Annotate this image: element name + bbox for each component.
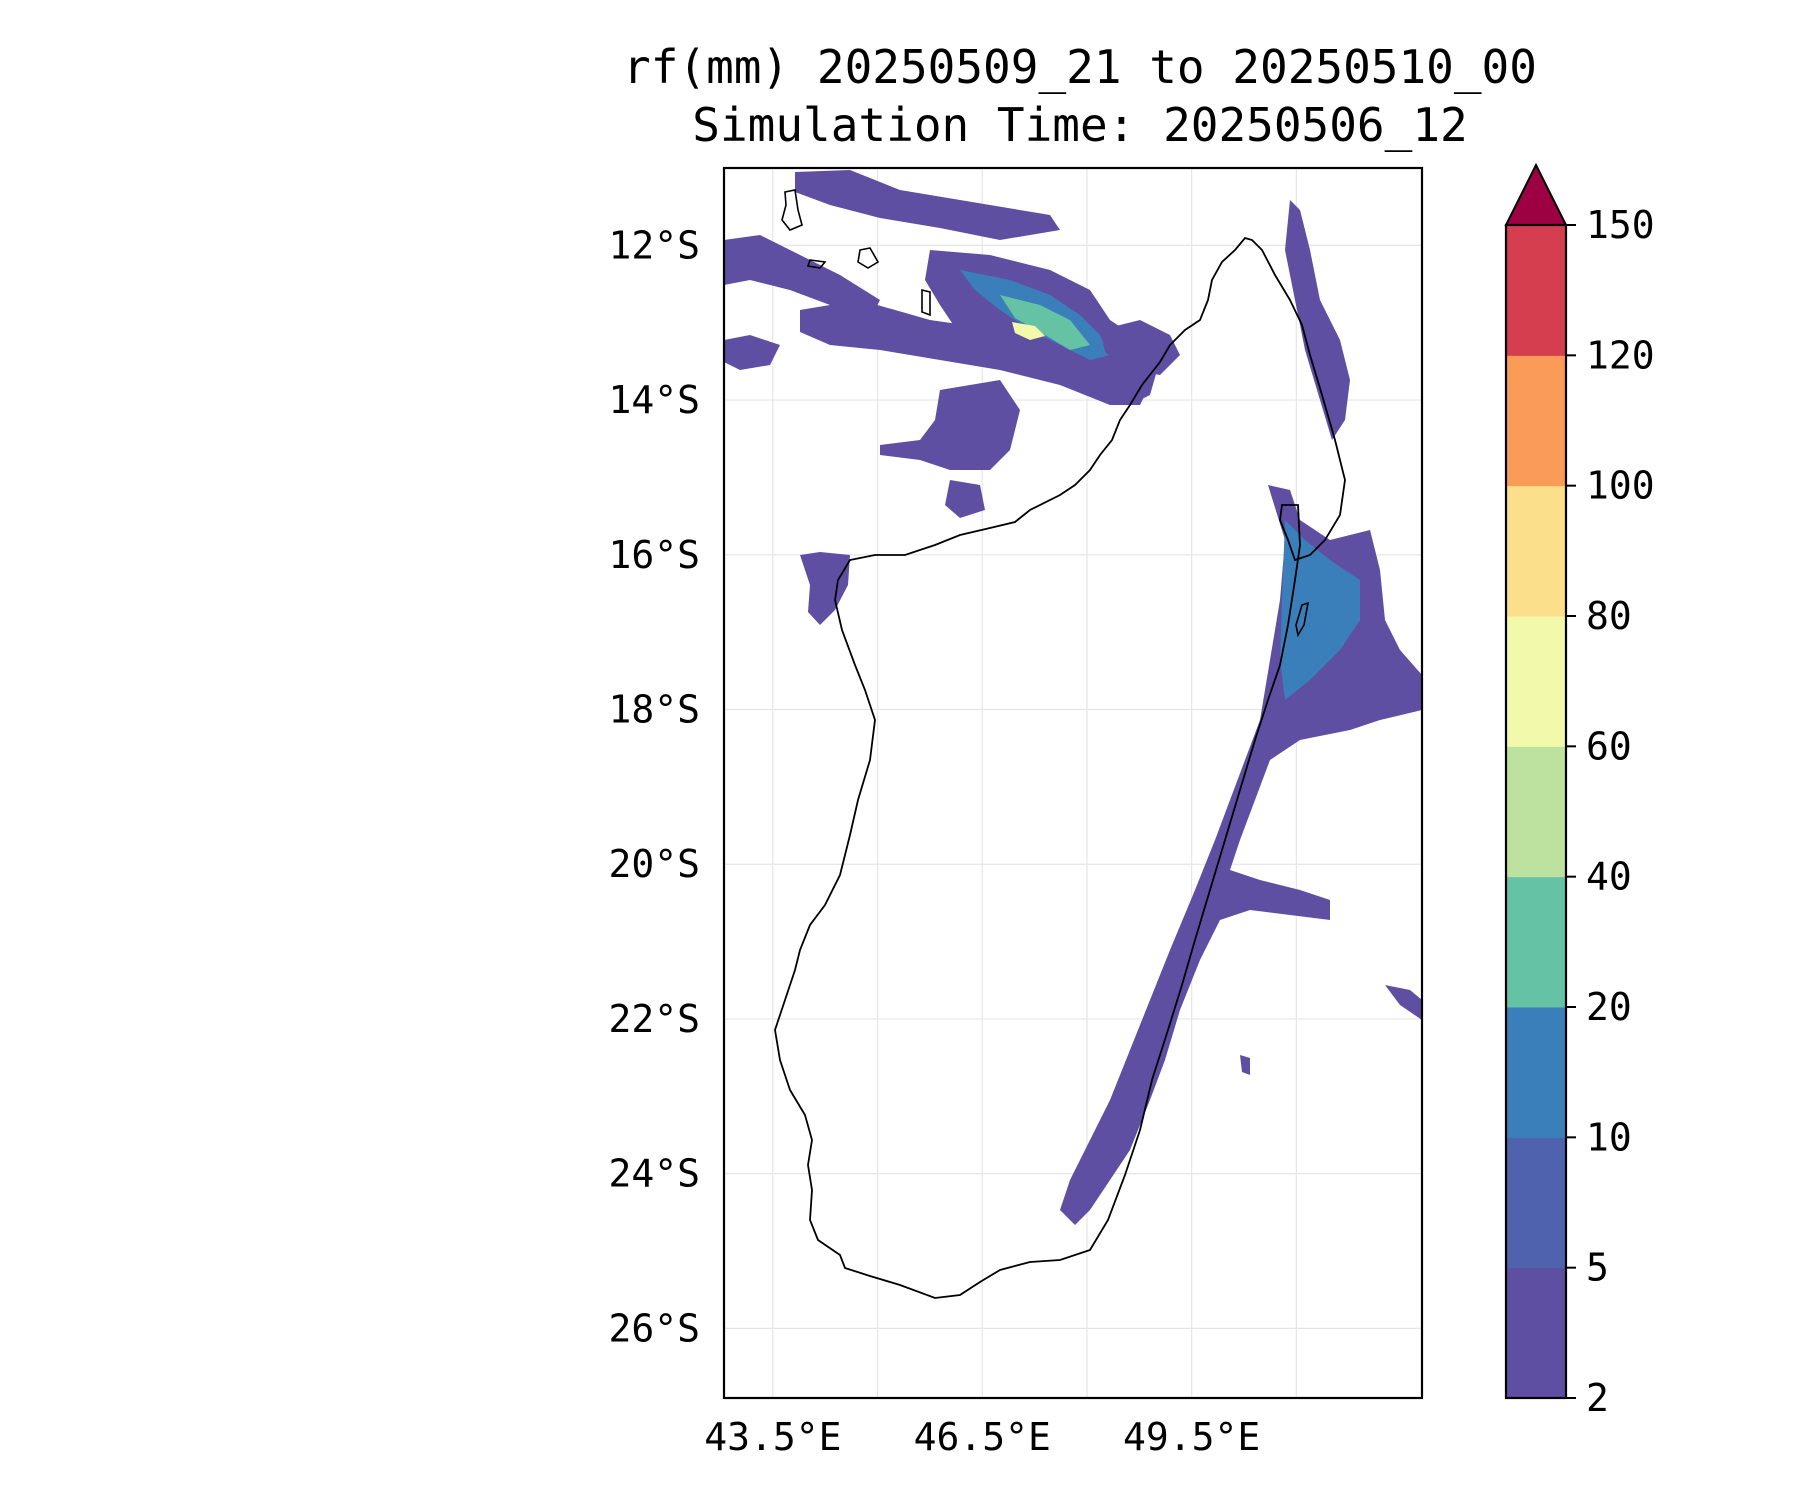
- rain-area-west: [800, 552, 850, 625]
- colorbar-segment: [1506, 1007, 1566, 1138]
- rainfall-field: [724, 170, 1422, 1225]
- colorbar-tick-label: 80: [1586, 594, 1632, 638]
- colorbar-frame: [1504, 223, 1568, 1400]
- lat-tick-label: 16°S: [608, 533, 700, 577]
- longitude-tick-labels: 43.5°E 46.5°E 49.5°E: [704, 1415, 1260, 1459]
- rain-area-nw-blob-2: [945, 480, 985, 518]
- lat-tick-label: 14°S: [608, 378, 700, 422]
- lat-tick-label: 24°S: [608, 1152, 700, 1196]
- lat-tick-label: 20°S: [608, 842, 700, 886]
- rain-area-nw-band-1: [724, 235, 880, 320]
- colorbar-tick-label: 120: [1586, 333, 1655, 377]
- madagascar-coastline: [774, 236, 1346, 1299]
- colorbar-tick-label: 5: [1586, 1246, 1609, 1290]
- colorbar-segment: [1506, 355, 1566, 487]
- colorbar-tick-label: 20: [1586, 985, 1632, 1029]
- rain-area-nw-peak: [1012, 322, 1045, 340]
- rain-area-east: [1060, 485, 1422, 1225]
- colorbar-tick-label: 40: [1586, 855, 1632, 899]
- lon-tick-label: 49.5°E: [1123, 1415, 1260, 1459]
- latitude-tick-labels: 12°S 14°S 16°S 18°S 20°S 22°S 24°S 26°S: [608, 223, 700, 1350]
- lat-tick-label: 12°S: [608, 223, 700, 267]
- colorbar-segment: [1506, 616, 1566, 747]
- colorbar-segment: [1506, 1137, 1566, 1269]
- island-small-1: [857, 247, 880, 269]
- lon-tick-label: 43.5°E: [704, 1415, 841, 1459]
- map-title-line1: rf(mm) 20250509_21 to 20250510_00: [623, 40, 1537, 94]
- rain-area-nw-band-3: [795, 170, 1060, 240]
- colorbar-segment: [1506, 485, 1566, 617]
- colorbar-tick-label: 100: [1586, 464, 1655, 508]
- lat-tick-label: 26°S: [608, 1306, 700, 1350]
- coastline: [774, 189, 1346, 1299]
- colorbar-tick-label: 60: [1586, 724, 1632, 768]
- map-frame: [722, 166, 1424, 1400]
- lon-tick-label: 46.5°E: [914, 1415, 1051, 1459]
- lat-tick-label: 22°S: [608, 997, 700, 1041]
- colorbar-extend-arrow: [1504, 162, 1568, 226]
- island-nosy-be: [781, 189, 803, 231]
- colorbar-segment: [1506, 225, 1566, 356]
- island-sainte-marie: [1295, 601, 1310, 638]
- colorbar-segment: [1506, 746, 1566, 878]
- colorbar-tick-label: 2: [1586, 1376, 1609, 1420]
- colorbar-tick-label: 10: [1586, 1115, 1632, 1159]
- rain-area-ne-coast: [1285, 200, 1350, 440]
- map-title-line2: Simulation Time: 20250506_12: [692, 98, 1468, 152]
- colorbar-tick-label: 150: [1586, 203, 1655, 247]
- island-small-3: [921, 288, 931, 317]
- colorbar-segment: [1506, 1267, 1566, 1399]
- colorbar: 2 5 10 20 40 60 80 100 120 150: [1504, 162, 1655, 1420]
- rain-area-nw-core: [1000, 295, 1090, 350]
- colorbar-segment: [1506, 876, 1566, 1008]
- rain-area-nw-blob: [880, 380, 1020, 470]
- rain-area-east-inner-2: [1318, 590, 1355, 640]
- rain-area-east-far: [1385, 985, 1422, 1020]
- island-small-2: [806, 259, 827, 269]
- rain-area-nw-band-2: [724, 335, 780, 370]
- lat-tick-label: 18°S: [608, 688, 700, 732]
- rain-area-east-small: [1240, 1055, 1250, 1075]
